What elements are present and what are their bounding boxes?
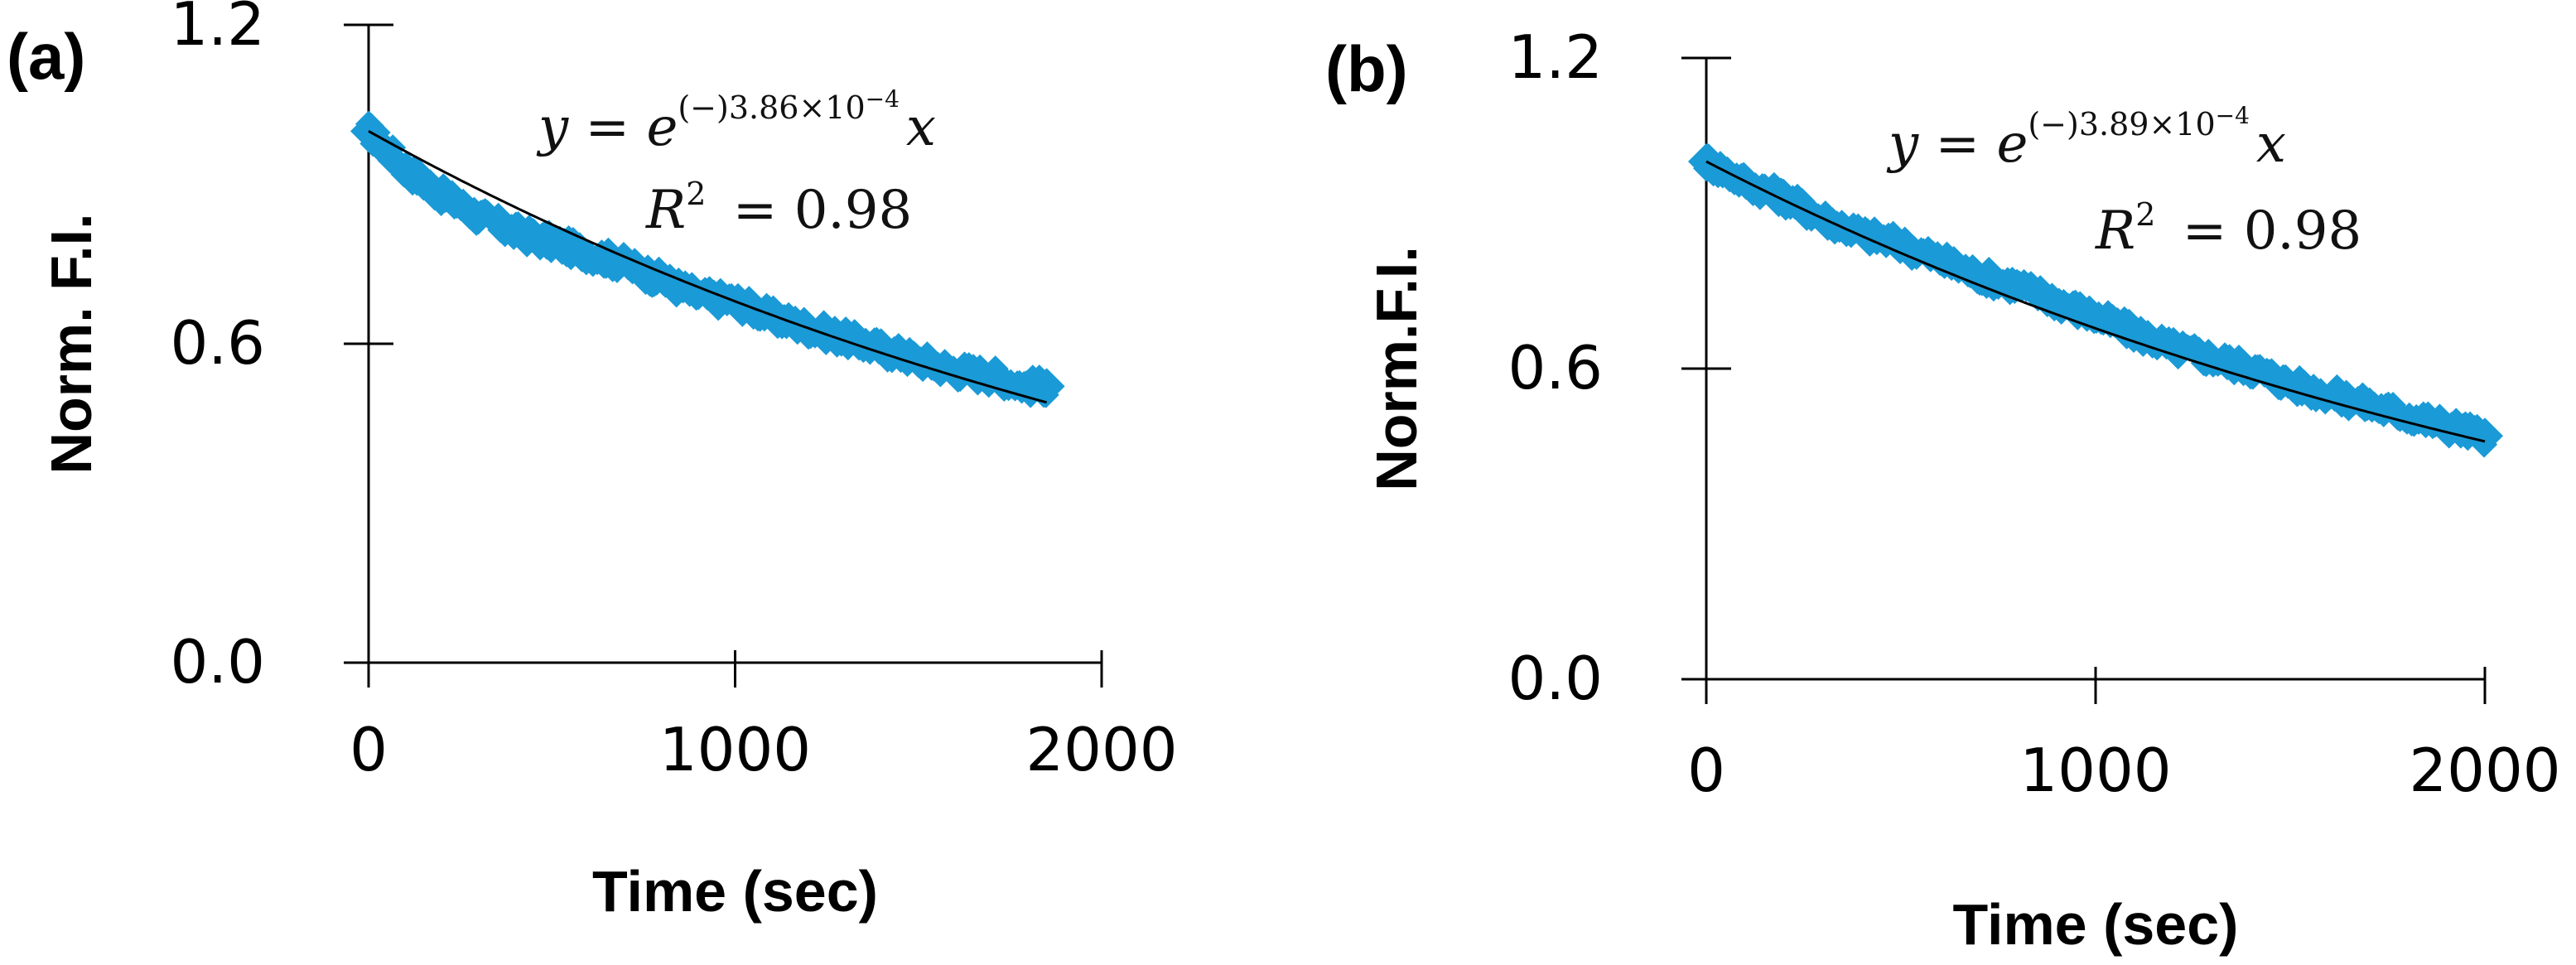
x-tick-label: 2000 xyxy=(1025,715,1177,784)
chart-panel-b: (b) 0.0 0.6 1.2 0 1000 2000 Time (sec) Norm.F.I.… xyxy=(1325,22,2561,957)
equation-lhs: y = e xyxy=(1886,113,2028,175)
y-tick-label: 1.2 xyxy=(170,0,265,59)
data-series xyxy=(1688,143,2503,458)
y-tick-label: 0.6 xyxy=(170,308,265,378)
fit-line xyxy=(1705,160,2486,443)
chart-panel-a: (a) 0.0 0.6 1.2 0 1000 2000 Time (sec) Norm. F.I… xyxy=(7,0,1178,924)
x-axis-title: Time (sec) xyxy=(1953,892,2239,957)
y-tick-label: 0.0 xyxy=(1507,644,1603,713)
data-series xyxy=(350,110,1065,408)
equation-variable: x xyxy=(906,97,936,158)
r-squared-label: R xyxy=(645,180,686,241)
r-squared-value: = 0.98 xyxy=(716,180,912,241)
panel-label: (a) xyxy=(7,20,85,93)
data-point xyxy=(2467,417,2503,455)
r-squared-power: 2 xyxy=(686,176,706,212)
y-axis-title: Norm.F.I. xyxy=(1364,246,1429,491)
x-tick-label: 1000 xyxy=(659,715,811,784)
x-tick-label: 0 xyxy=(1687,736,1725,805)
r-squared-value: = 0.98 xyxy=(2165,200,2361,262)
x-tick-label: 1000 xyxy=(2019,736,2171,805)
r-squared-label: R xyxy=(2095,200,2135,262)
x-tick-label: 0 xyxy=(350,715,388,784)
fit-equation: y = e(−)3.89×10−4 x xyxy=(1886,102,2286,175)
r-squared-power: 2 xyxy=(2135,196,2155,233)
y-tick-label: 0.6 xyxy=(1507,333,1603,403)
equation-lhs: y = e xyxy=(536,97,678,158)
equation-variable: x xyxy=(2256,113,2286,175)
r-squared: R2 = 0.98 xyxy=(645,176,912,241)
equation-exponent: (−)3.86×10 xyxy=(678,89,865,126)
equation-exponent-power: −4 xyxy=(2216,102,2250,129)
x-tick-label: 2000 xyxy=(2409,736,2560,805)
equation-exponent-power: −4 xyxy=(866,85,900,113)
fit-line xyxy=(368,129,1047,404)
y-tick-label: 0.0 xyxy=(170,627,265,697)
equation-exponent: (−)3.89×10 xyxy=(2028,106,2215,142)
panel-label: (b) xyxy=(1325,32,1408,105)
data-point xyxy=(1028,368,1065,405)
fit-equation: y = e(−)3.86×10−4 x xyxy=(536,85,936,158)
x-axis-title: Time (sec) xyxy=(592,859,878,924)
y-axis-title: Norm. F.I. xyxy=(39,213,104,474)
r-squared: R2 = 0.98 xyxy=(2095,196,2361,262)
y-tick-label: 1.2 xyxy=(1507,22,1603,92)
